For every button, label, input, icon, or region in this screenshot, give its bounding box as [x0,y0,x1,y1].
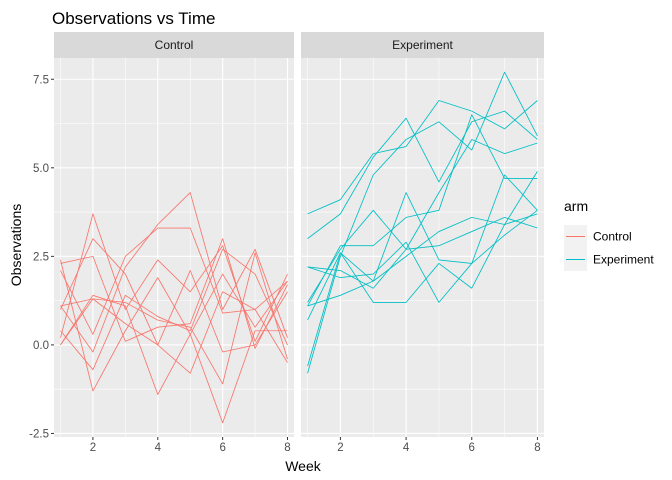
x-axis-title: Week [285,458,322,474]
x-tick-label: 8 [534,442,540,454]
y-tick-label: 7.5 [33,74,49,86]
series-line-experiment-6 [307,174,538,367]
facet-strip-label: Experiment [392,38,453,52]
series-line-experiment-10 [307,209,538,303]
x-tick-label: 6 [219,442,225,454]
series-line-control-2 [60,192,288,353]
series-line-experiment-2 [307,110,538,239]
y-axis-title: Observations [8,204,24,286]
series-line-experiment-4 [307,139,538,303]
facet-strip [301,32,544,58]
y-tick-label: -2.5 [29,428,49,440]
y-tick-label: 0.0 [33,340,49,352]
x-tick-label: 6 [469,442,475,454]
series-line-experiment-5 [307,114,538,307]
chart-title: Observations vs Time [52,9,215,28]
x-tick-label: 4 [403,442,410,454]
series-line-experiment-7 [307,216,538,289]
x-tick-label: 2 [337,442,343,454]
series-line-experiment-8 [307,171,538,321]
series-line-control-5 [60,227,288,363]
y-tick-label: 2.5 [33,251,49,263]
legend-entry-experiment: Experiment [564,248,654,271]
series-line-experiment-1 [307,100,538,215]
series-line-control-4 [60,238,288,349]
y-axis: -2.5 0.0 2.5 5.0 7.5 [29,74,54,440]
facet-strip [54,32,294,58]
x-tick-label: 2 [90,442,96,454]
legend-label: Control [593,230,632,244]
legend: arm Control Experiment [564,198,654,271]
y-tick-label: 5.0 [33,163,49,175]
x-tick-label: 4 [155,442,162,454]
legend-entry-control: Control [564,225,632,248]
series-line-control-1 [60,213,288,342]
legend-label: Experiment [593,253,654,267]
series-line-experiment-9 [307,213,538,307]
panel-background [54,58,294,437]
series-line-control-10 [60,259,288,392]
legend-title: arm [564,198,588,214]
chart-panels: Control 2 4 6 8 Experiment 2 4 6 8 [54,32,544,454]
series-line-control-8 [60,280,288,374]
panel-control: Control 2 4 6 8 [54,32,294,454]
series-line-control-9 [60,252,288,385]
series-line-control-7 [60,238,288,353]
x-tick-label: 8 [284,442,290,454]
facet-strip-label: Control [155,38,194,52]
panel-experiment: Experiment 2 4 6 8 [301,32,544,454]
